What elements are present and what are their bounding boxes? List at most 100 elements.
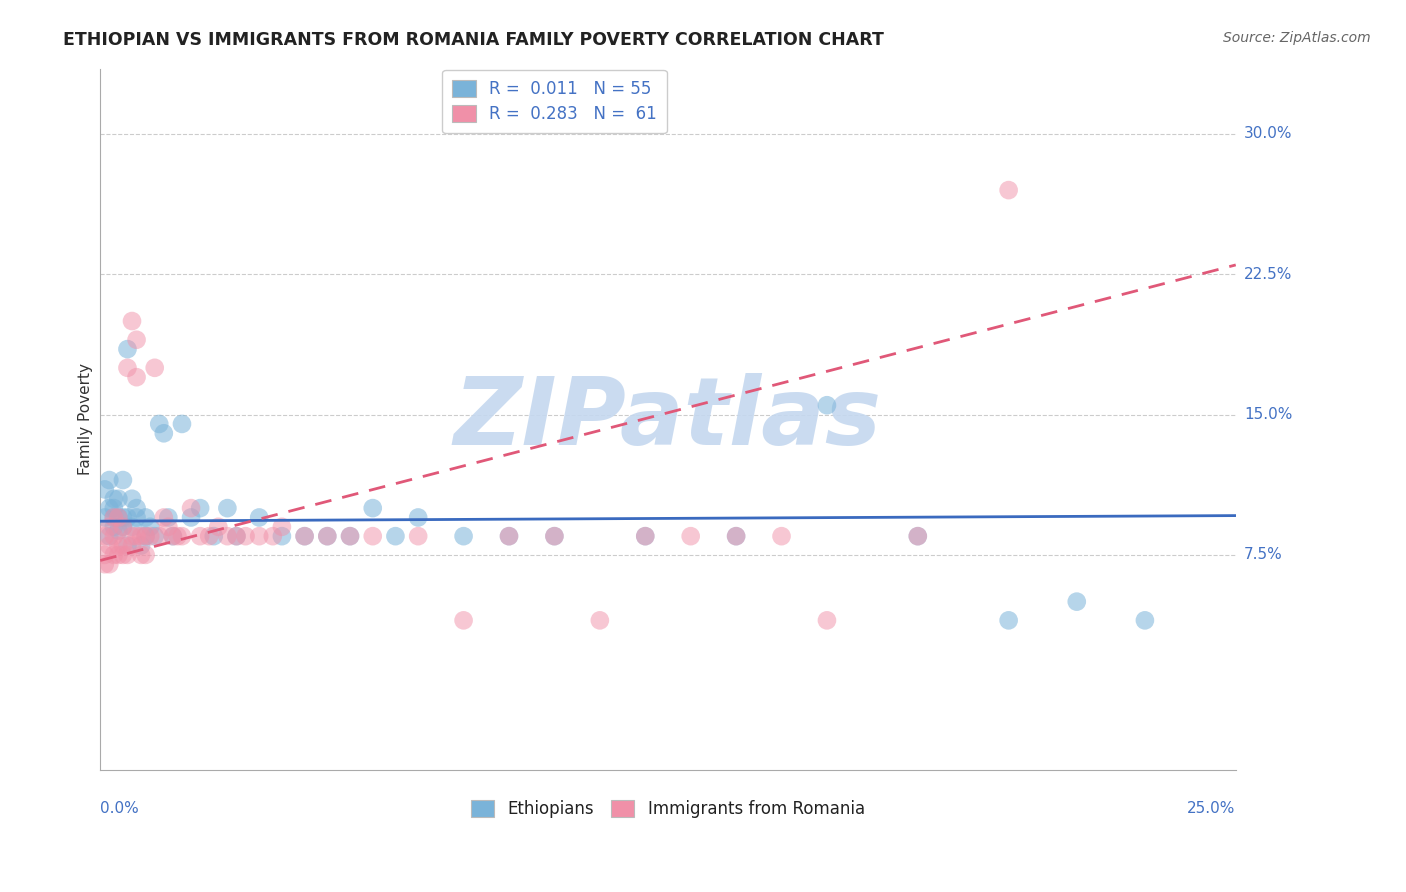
Point bbox=[225, 529, 247, 543]
Point bbox=[148, 529, 170, 543]
Point bbox=[98, 501, 121, 516]
Point bbox=[815, 613, 838, 627]
Point bbox=[94, 558, 117, 572]
Point bbox=[262, 529, 284, 543]
Point bbox=[907, 529, 929, 543]
Point bbox=[107, 548, 129, 562]
Point bbox=[498, 529, 520, 543]
Text: 25.0%: 25.0% bbox=[1188, 800, 1236, 815]
Point bbox=[98, 473, 121, 487]
Point bbox=[225, 529, 247, 543]
Point bbox=[1066, 594, 1088, 608]
Point bbox=[453, 529, 475, 543]
Point bbox=[103, 548, 125, 562]
Point bbox=[162, 529, 184, 543]
Point bbox=[111, 520, 134, 534]
Point bbox=[107, 510, 129, 524]
Point bbox=[129, 548, 152, 562]
Point bbox=[498, 529, 520, 543]
Point bbox=[107, 510, 129, 524]
Point bbox=[316, 529, 339, 543]
Point bbox=[170, 417, 193, 431]
Point bbox=[162, 529, 184, 543]
Point bbox=[294, 529, 316, 543]
Point bbox=[121, 314, 143, 328]
Point bbox=[94, 483, 117, 497]
Point bbox=[453, 613, 475, 627]
Text: ETHIOPIAN VS IMMIGRANTS FROM ROMANIA FAMILY POVERTY CORRELATION CHART: ETHIOPIAN VS IMMIGRANTS FROM ROMANIA FAM… bbox=[63, 31, 884, 49]
Point bbox=[170, 529, 193, 543]
Point bbox=[135, 510, 157, 524]
Point bbox=[543, 529, 565, 543]
Text: Source: ZipAtlas.com: Source: ZipAtlas.com bbox=[1223, 31, 1371, 45]
Point bbox=[125, 370, 148, 384]
Point bbox=[139, 529, 162, 543]
Point bbox=[406, 529, 429, 543]
Point bbox=[103, 501, 125, 516]
Point bbox=[1133, 613, 1156, 627]
Point bbox=[634, 529, 657, 543]
Point bbox=[270, 529, 292, 543]
Point bbox=[148, 417, 170, 431]
Point bbox=[94, 548, 117, 562]
Legend: Ethiopians, Immigrants from Romania: Ethiopians, Immigrants from Romania bbox=[464, 793, 872, 825]
Point bbox=[543, 529, 565, 543]
Point bbox=[129, 539, 152, 553]
Point bbox=[125, 501, 148, 516]
Point bbox=[121, 539, 143, 553]
Point bbox=[589, 613, 612, 627]
Point bbox=[103, 510, 125, 524]
Point bbox=[117, 360, 139, 375]
Point bbox=[143, 360, 166, 375]
Point bbox=[188, 501, 211, 516]
Text: 15.0%: 15.0% bbox=[1244, 407, 1292, 422]
Point bbox=[198, 529, 221, 543]
Point bbox=[98, 529, 121, 543]
Point bbox=[121, 529, 143, 543]
Point bbox=[103, 510, 125, 524]
Text: 0.0%: 0.0% bbox=[100, 800, 139, 815]
Point bbox=[153, 510, 176, 524]
Point bbox=[180, 510, 202, 524]
Point bbox=[143, 529, 166, 543]
Point bbox=[111, 548, 134, 562]
Point bbox=[634, 529, 657, 543]
Point bbox=[117, 539, 139, 553]
Point bbox=[111, 510, 134, 524]
Point bbox=[207, 520, 229, 534]
Point bbox=[270, 520, 292, 534]
Point bbox=[103, 520, 125, 534]
Text: 7.5%: 7.5% bbox=[1244, 548, 1282, 562]
Point bbox=[153, 426, 176, 441]
Point bbox=[103, 529, 125, 543]
Point bbox=[202, 529, 225, 543]
Point bbox=[117, 510, 139, 524]
Point bbox=[679, 529, 702, 543]
Point bbox=[135, 529, 157, 543]
Point bbox=[907, 529, 929, 543]
Point bbox=[125, 529, 148, 543]
Y-axis label: Family Poverty: Family Poverty bbox=[79, 363, 93, 475]
Point bbox=[188, 529, 211, 543]
Point bbox=[997, 613, 1019, 627]
Point bbox=[339, 529, 361, 543]
Point bbox=[107, 539, 129, 553]
Point bbox=[103, 491, 125, 506]
Point bbox=[361, 501, 384, 516]
Point bbox=[725, 529, 748, 543]
Point bbox=[121, 491, 143, 506]
Point bbox=[135, 529, 157, 543]
Point bbox=[384, 529, 406, 543]
Point bbox=[121, 520, 143, 534]
Point bbox=[111, 473, 134, 487]
Point bbox=[770, 529, 793, 543]
Point bbox=[135, 548, 157, 562]
Point bbox=[217, 501, 239, 516]
Point bbox=[294, 529, 316, 543]
Point bbox=[98, 520, 121, 534]
Point bbox=[107, 524, 129, 538]
Point bbox=[339, 529, 361, 543]
Point bbox=[125, 510, 148, 524]
Point bbox=[107, 491, 129, 506]
Point bbox=[117, 342, 139, 356]
